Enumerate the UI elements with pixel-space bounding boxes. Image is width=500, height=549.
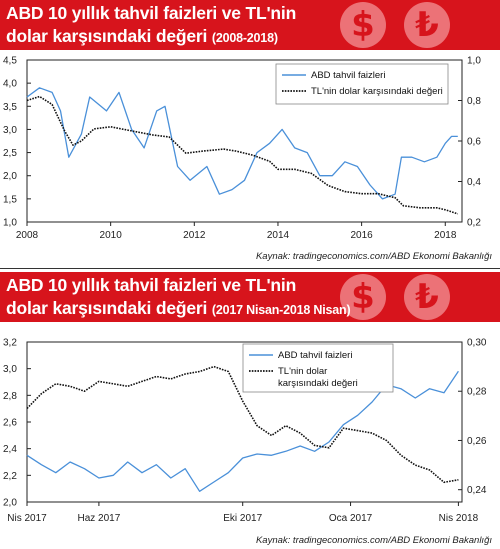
legend-box	[242, 343, 394, 393]
right-y-tick-label: 0,2	[467, 218, 481, 229]
legend-bond-label: ABD tahvil faizleri	[311, 70, 385, 81]
x-tick-label: Eki 2017	[223, 513, 262, 524]
left-y-tick-label: 1,0	[3, 218, 17, 229]
chart-1-plot: 1,01,52,02,53,03,54,04,50,20,40,60,81,02…	[3, 56, 481, 242]
left-y-tick-label: 2,8	[3, 391, 17, 402]
chart-panel-1: $ ₺ ABD 10 yıllık tahvil faizleri ve TL'…	[0, 0, 500, 262]
chart-2-source: Kaynak: tradingeconomics.com/ABD Ekonomi…	[255, 535, 492, 546]
bond-yield-line	[26, 87, 458, 200]
left-y-tick-label: 1,5	[3, 194, 17, 205]
left-y-tick-label: 2,0	[3, 171, 17, 182]
chart-2-title-line1: ABD 10 yıllık tahvil faizleri ve TL'nin	[6, 275, 297, 295]
right-y-tick-label: 0,4	[467, 177, 481, 188]
left-y-tick-label: 2,0	[3, 498, 17, 509]
right-y-tick-label: 0,24	[467, 485, 487, 496]
legend-bond-label: ABD tahvil faizleri	[278, 350, 352, 361]
x-tick-label: 2016	[350, 230, 373, 241]
chart-1-title-period: (2008-2018)	[211, 31, 278, 45]
x-tick-label: Nis 2018	[439, 513, 479, 524]
right-y-tick-label: 0,30	[467, 338, 487, 349]
x-tick-label: 2012	[183, 230, 206, 241]
legend-box	[275, 63, 449, 105]
chart-2-title-period: (2017 Nisan-2018 Nisan)	[211, 303, 351, 317]
right-y-tick-label: 0,28	[467, 387, 487, 398]
x-tick-label: Oca 2017	[329, 513, 373, 524]
x-tick-label: Nis 2017	[7, 513, 47, 524]
x-tick-label: 2010	[100, 230, 123, 241]
lira-coin-icon: ₺	[404, 2, 450, 48]
right-y-tick-label: 0,26	[467, 436, 487, 447]
tl-value-line	[26, 95, 459, 215]
chart-2-title-line2-wrap: dolar karşısındaki değeri (2017 Nisan-20…	[6, 298, 351, 319]
right-y-tick-label: 0,8	[467, 96, 481, 107]
lira-coin-icon: ₺	[404, 274, 450, 320]
chart-1-source: Kaynak: tradingeconomics.com/ABD Ekonomi…	[255, 251, 492, 262]
x-tick-label: 2014	[267, 230, 290, 241]
left-y-tick-label: 3,0	[3, 125, 17, 136]
legend-tl-label-line2: karşısındaki değeri	[278, 378, 358, 389]
right-y-tick-label: 0,6	[467, 137, 481, 148]
divider	[0, 268, 500, 269]
x-tick-label: 2008	[16, 230, 39, 241]
left-y-tick-label: 3,2	[3, 338, 17, 349]
chart-2-title-line2: dolar karşısındaki değeri	[6, 298, 208, 318]
left-y-tick-label: 2,5	[3, 148, 17, 159]
chart-2-banner: $ ₺ ABD 10 yıllık tahvil faizleri ve TL'…	[0, 272, 500, 322]
chart-1-banner: $ ₺ ABD 10 yıllık tahvil faizleri ve TL'…	[0, 0, 500, 50]
chart-1-title-line1: ABD 10 yıllık tahvil faizleri ve TL'nin	[6, 3, 297, 23]
left-y-tick-label: 3,0	[3, 364, 17, 375]
right-y-tick-label: 1,0	[467, 56, 481, 67]
chart-panel-2: $ ₺ ABD 10 yıllık tahvil faizleri ve TL'…	[0, 272, 500, 549]
legend-tl-label-line1: TL'nin dolar	[278, 366, 327, 377]
x-tick-label: 2018	[434, 230, 457, 241]
left-y-tick-label: 2,6	[3, 418, 17, 429]
dollar-coin-icon: $	[340, 274, 386, 320]
x-tick-label: Haz 2017	[77, 513, 120, 524]
left-y-tick-label: 2,4	[3, 444, 17, 455]
chart-1-title-line2: dolar karşısındaki değeri	[6, 26, 208, 46]
left-y-tick-label: 3,5	[3, 102, 17, 113]
legend-tl-label: TL'nin dolar karşısındaki değeri	[311, 86, 443, 97]
left-y-tick-label: 2,2	[3, 471, 17, 482]
legend-tl-label: TL'nin dolar karşısındaki değeri	[278, 366, 358, 389]
chart-1-title-line2-wrap: dolar karşısındaki değeri (2008-2018)	[6, 26, 278, 47]
chart-2-plot: 2,0 2,2 2,4 2,6 2,8 3,0 3,2 0,24 0,26 0,28 0,30 Nis…	[3, 338, 487, 525]
tl-value-line	[26, 365, 459, 484]
dollar-coin-icon: $	[340, 2, 386, 48]
left-y-tick-label: 4,0	[3, 79, 17, 90]
left-y-tick-label: 4,5	[3, 56, 17, 67]
